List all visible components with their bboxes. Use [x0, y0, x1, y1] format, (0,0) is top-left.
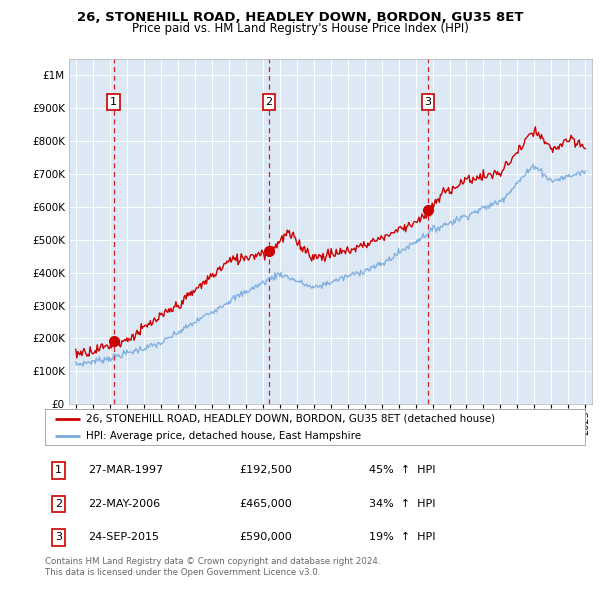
Text: Price paid vs. HM Land Registry's House Price Index (HPI): Price paid vs. HM Land Registry's House …	[131, 22, 469, 35]
Text: 22-MAY-2006: 22-MAY-2006	[88, 499, 160, 509]
Text: 45%  ↑  HPI: 45% ↑ HPI	[369, 466, 436, 476]
Text: 3: 3	[424, 97, 431, 107]
Text: 19%  ↑  HPI: 19% ↑ HPI	[369, 532, 436, 542]
Text: 24-SEP-2015: 24-SEP-2015	[88, 532, 159, 542]
Text: HPI: Average price, detached house, East Hampshire: HPI: Average price, detached house, East…	[86, 431, 361, 441]
Text: 3: 3	[55, 532, 62, 542]
Text: Contains HM Land Registry data © Crown copyright and database right 2024.: Contains HM Land Registry data © Crown c…	[45, 557, 380, 566]
Text: £590,000: £590,000	[239, 532, 292, 542]
Text: 34%  ↑  HPI: 34% ↑ HPI	[369, 499, 436, 509]
Text: 1: 1	[55, 466, 62, 476]
Text: £192,500: £192,500	[239, 466, 292, 476]
Text: 26, STONEHILL ROAD, HEADLEY DOWN, BORDON, GU35 8ET: 26, STONEHILL ROAD, HEADLEY DOWN, BORDON…	[77, 11, 523, 24]
Text: 2: 2	[55, 499, 62, 509]
Text: 27-MAR-1997: 27-MAR-1997	[88, 466, 163, 476]
Text: 1: 1	[110, 97, 117, 107]
Text: £465,000: £465,000	[239, 499, 292, 509]
Text: 2: 2	[266, 97, 272, 107]
Text: This data is licensed under the Open Government Licence v3.0.: This data is licensed under the Open Gov…	[45, 568, 320, 576]
Text: 26, STONEHILL ROAD, HEADLEY DOWN, BORDON, GU35 8ET (detached house): 26, STONEHILL ROAD, HEADLEY DOWN, BORDON…	[86, 414, 494, 424]
